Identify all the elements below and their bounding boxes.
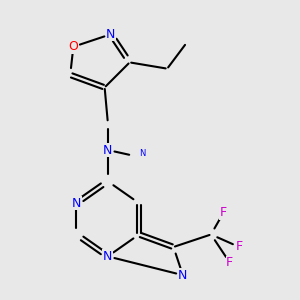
Text: N: N — [178, 268, 188, 282]
Text: N: N — [139, 148, 146, 158]
Text: F: F — [226, 256, 233, 269]
Text: F: F — [236, 241, 243, 254]
Text: N: N — [72, 197, 81, 210]
Text: N: N — [106, 28, 116, 41]
Text: O: O — [68, 40, 78, 53]
Text: N: N — [103, 143, 112, 157]
Text: F: F — [220, 206, 227, 219]
Text: N: N — [103, 250, 112, 263]
